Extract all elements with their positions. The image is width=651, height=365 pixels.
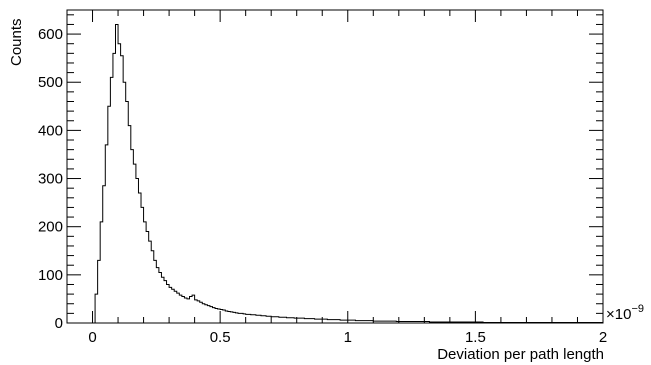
histogram-line	[92, 23, 603, 324]
y-tick-label: 500	[38, 74, 63, 91]
y-tick-labels: 0 100 200 300 400 500 600	[38, 26, 63, 332]
x-tick-label: 1	[344, 329, 352, 346]
y-tick-label: 200	[38, 219, 63, 236]
x-tick-label: 0	[88, 329, 96, 346]
x-tick-label: 1.5	[465, 329, 486, 346]
x-axis-title: Deviation per path length	[437, 346, 604, 363]
x-tick-label: 0.5	[210, 329, 231, 346]
x-axis-exponent-base: ×10	[606, 306, 631, 323]
y-tick-label: 100	[38, 267, 63, 284]
x-axis-exponent: ×10−9	[606, 303, 644, 323]
axis-ticks	[66, 10, 604, 324]
x-axis-exponent-power: −9	[631, 303, 644, 315]
plot-frame	[66, 9, 604, 324]
y-tick-label: 0	[55, 315, 63, 332]
y-tick-label: 400	[38, 122, 63, 139]
y-axis-title: Counts	[8, 18, 25, 66]
x-tick-labels: 0 0.5 1 1.5 2	[88, 329, 607, 346]
y-tick-label: 600	[38, 26, 63, 43]
y-tick-label: 300	[38, 171, 63, 188]
x-tick-label: 2	[599, 329, 607, 346]
